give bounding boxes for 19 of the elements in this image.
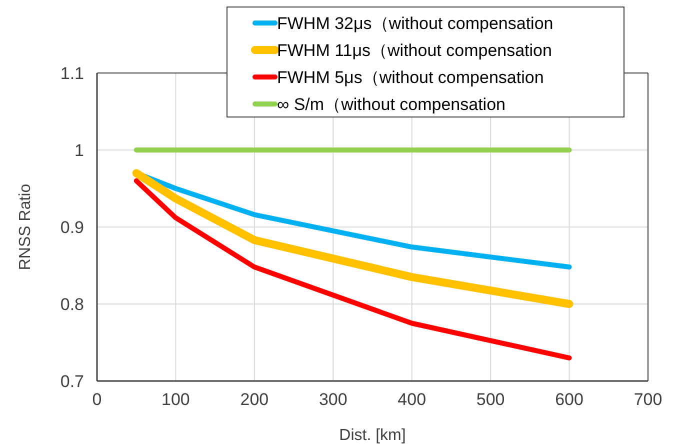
x-tick-label: 500	[476, 390, 505, 409]
x-tick-label: 0	[92, 390, 102, 409]
legend-label: FWHM 32μs（without compensation	[277, 14, 554, 33]
x-axis-title: Dist. [km]	[339, 427, 406, 444]
y-tick-label: 0.8	[60, 295, 84, 314]
x-tick-label: 600	[555, 390, 584, 409]
x-tick-label: 200	[240, 390, 269, 409]
legend-label: FWHM 11μs（without compensation	[277, 41, 552, 60]
x-tick-label: 300	[318, 390, 348, 409]
x-tick-label: 100	[162, 390, 190, 409]
x-tick-label: 400	[398, 390, 426, 409]
legend-label: ∞ S/m（without compensation	[277, 95, 506, 114]
legend-label: FWHM 5μs（without compensation	[277, 68, 544, 87]
y-tick-label: 0.7	[60, 372, 84, 391]
x-tick-label: 700	[634, 390, 662, 409]
y-tick-label: 0.9	[60, 218, 84, 237]
y-axis-title: RNSS Ratio	[17, 184, 34, 270]
y-tick-label: 1	[74, 141, 84, 160]
y-tick-label: 1.1	[60, 64, 84, 83]
